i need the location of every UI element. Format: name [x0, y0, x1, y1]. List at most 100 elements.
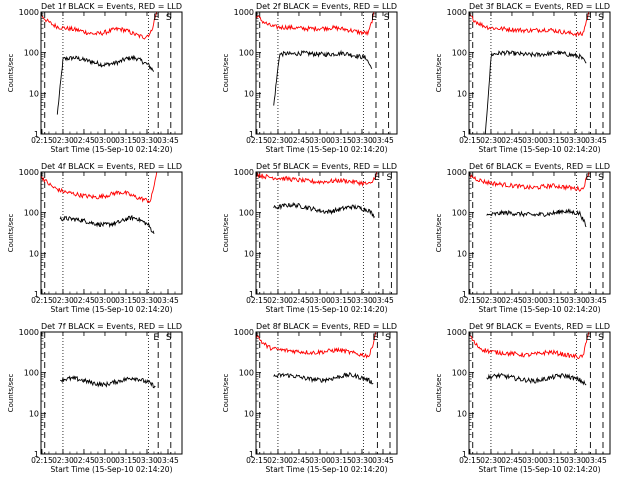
time-marker-label: E [153, 333, 159, 343]
events-rate-line [59, 214, 155, 235]
x-tick-label: 02:45 [501, 136, 523, 145]
x-tick-label: 03:15 [543, 136, 565, 145]
x-axis-label: Start Time (15-Sep-10 02:14:20) [51, 145, 173, 154]
y-tick-label: 100 [239, 209, 254, 218]
y-tick-label: 100 [452, 49, 467, 58]
chart-panel-2: Det 2f BLACK = Events, RED = LLD E S 1 10 100… [222, 2, 398, 154]
time-marker-label: E [374, 173, 380, 183]
y-tick-label: 10 [244, 249, 254, 258]
y-tick-label: 1000 [19, 168, 39, 177]
lld-rate-line [40, 171, 158, 204]
x-tick-label: 02:30 [52, 136, 74, 145]
x-tick-label: 03:45 [372, 136, 394, 145]
x-tick-label: 03:45 [585, 136, 607, 145]
chart-title: Det 9f BLACK = Events, RED = LLD [469, 322, 610, 331]
x-tick-label: 03:30 [564, 296, 586, 305]
lld-rate-line [468, 171, 590, 192]
chart-panel-6: Det 6f BLACK = Events, RED = LLD E S 1 10 100… [435, 162, 611, 314]
y-tick-label: 1000 [234, 8, 254, 17]
x-tick-label: 03:00 [522, 456, 544, 465]
x-tick-label: 02:45 [288, 456, 310, 465]
plot-frame [40, 171, 183, 295]
events-rate-line [486, 208, 587, 228]
y-tick-label: 1000 [234, 328, 254, 337]
time-marker-label: S [385, 333, 391, 343]
chart-title: Det 3f BLACK = Events, RED = LLD [469, 2, 610, 11]
x-tick-label: 02:15 [459, 136, 481, 145]
y-tick-label: 100 [24, 49, 39, 58]
x-tick-label: 03:00 [309, 296, 331, 305]
time-marker-label: S [598, 13, 604, 23]
chart-title: Det 8f BLACK = Events, RED = LLD [256, 322, 397, 331]
chart-panel-5: Det 5f BLACK = Events, RED = LLD E S 1 10 100… [222, 162, 398, 314]
x-tick-label: 02:15 [246, 456, 268, 465]
x-tick-label: 02:45 [73, 296, 95, 305]
events-rate-line [484, 49, 587, 135]
x-tick-label: 03:15 [543, 456, 565, 465]
x-tick-label: 03:30 [564, 456, 586, 465]
y-tick-label: 100 [452, 369, 467, 378]
x-tick-label: 03:30 [564, 136, 586, 145]
x-tick-label: 02:15 [459, 296, 481, 305]
x-tick-label: 02:45 [501, 296, 523, 305]
x-axis-label: Start Time (15-Sep-10 02:14:20) [479, 465, 601, 474]
chart-title: Det 4f BLACK = Events, RED = LLD [41, 162, 182, 171]
x-tick-label: 03:00 [522, 136, 544, 145]
time-marker-label: E [586, 13, 592, 23]
x-axis-label: Start Time (15-Sep-10 02:14:20) [266, 145, 388, 154]
y-axis-label: Counts/sec [7, 54, 15, 93]
events-rate-line [273, 371, 374, 385]
y-tick-label: 1000 [19, 328, 39, 337]
x-tick-label: 03:15 [543, 296, 565, 305]
y-axis-label: Counts/sec [222, 214, 230, 253]
x-tick-label: 03:15 [115, 136, 137, 145]
y-tick-label: 1 [34, 450, 39, 459]
x-tick-label: 02:15 [31, 456, 53, 465]
plot-frame [468, 331, 611, 455]
y-tick-label: 1 [462, 290, 467, 299]
y-tick-label: 10 [457, 249, 467, 258]
x-tick-label: 03:00 [94, 296, 116, 305]
x-tick-label: 02:30 [480, 296, 502, 305]
x-tick-label: 02:45 [73, 136, 95, 145]
x-tick-label: 02:30 [52, 296, 74, 305]
x-axis-label: Start Time (15-Sep-10 02:14:20) [479, 305, 601, 314]
x-tick-label: 03:15 [330, 296, 352, 305]
chart-panel-7: Det 7f BLACK = Events, RED = LLD E S 1 10 100… [7, 322, 183, 474]
y-axis-label: Counts/sec [7, 374, 15, 413]
y-tick-label: 10 [29, 249, 39, 258]
x-axis-label: Start Time (15-Sep-10 02:14:20) [266, 305, 388, 314]
chart-title: Det 7f BLACK = Events, RED = LLD [41, 322, 182, 331]
lld-rate-line [468, 11, 590, 38]
x-tick-label: 02:15 [31, 296, 53, 305]
x-tick-label: 03:30 [136, 296, 158, 305]
x-tick-label: 03:30 [351, 296, 373, 305]
x-tick-label: 03:00 [309, 136, 331, 145]
y-axis-label: Counts/sec [222, 54, 230, 93]
time-marker-label: E [153, 13, 159, 23]
x-tick-label: 02:15 [459, 456, 481, 465]
lld-rate-line [41, 11, 158, 40]
x-tick-label: 02:30 [267, 296, 289, 305]
chart-title: Det 6f BLACK = Events, RED = LLD [469, 162, 610, 171]
y-tick-label: 1 [249, 130, 254, 139]
y-tick-label: 1 [34, 290, 39, 299]
time-marker-label: E [586, 173, 592, 183]
x-tick-label: 02:45 [288, 136, 310, 145]
x-tick-label: 03:45 [372, 456, 394, 465]
y-tick-label: 1 [249, 450, 254, 459]
x-tick-label: 02:45 [73, 456, 95, 465]
y-tick-label: 1 [462, 130, 467, 139]
x-axis-label: Start Time (15-Sep-10 02:14:20) [266, 465, 388, 474]
time-marker-label: S [387, 173, 393, 183]
plot-frame [40, 11, 183, 135]
x-tick-label: 03:00 [94, 456, 116, 465]
y-tick-label: 10 [29, 409, 39, 418]
x-tick-label: 02:30 [480, 456, 502, 465]
lld-rate-line [255, 331, 377, 359]
y-tick-label: 100 [24, 369, 39, 378]
x-tick-label: 03:45 [585, 456, 607, 465]
events-rate-line [486, 372, 587, 386]
y-tick-label: 1000 [447, 168, 467, 177]
x-tick-label: 03:45 [372, 296, 394, 305]
